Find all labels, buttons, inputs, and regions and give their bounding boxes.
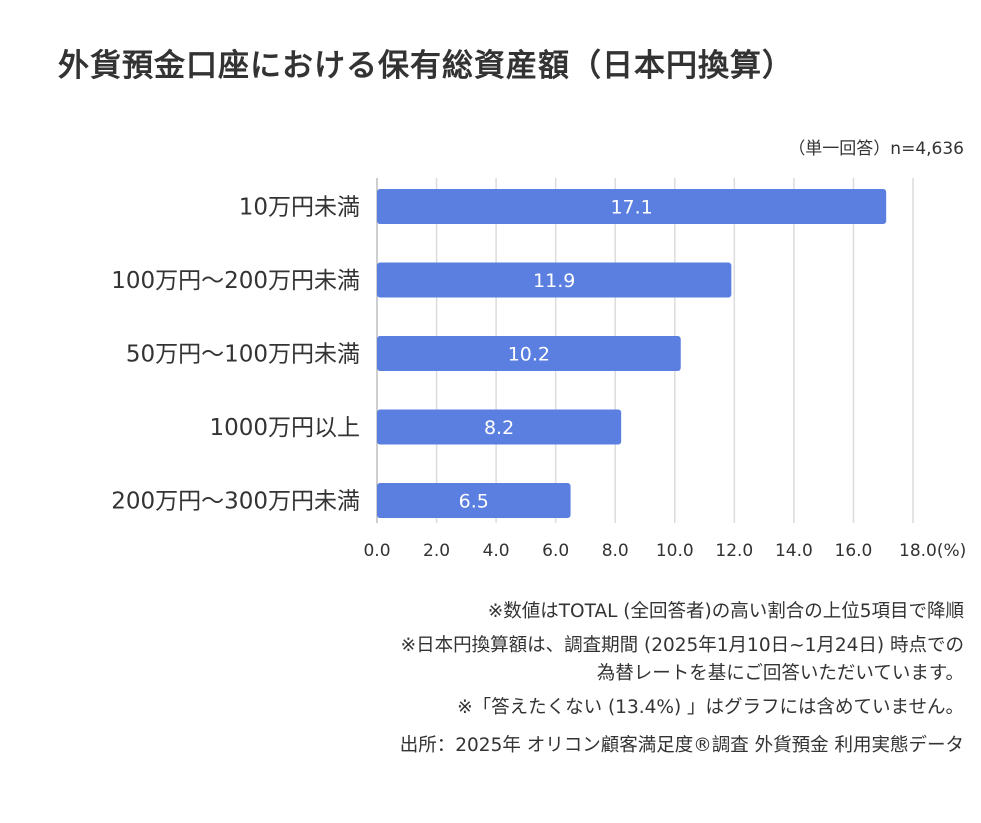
bar-chart: 17.1 11.9 10.2 8.2 6.5 10万円未満 100万円〜200万円未満 50… xyxy=(111,178,966,561)
sample-note: （単一回答）n=4,636 xyxy=(788,139,964,159)
bar xyxy=(377,409,622,445)
note-line-2: ※日本円換算額は、調査期間 (2025年1月10日~1月24日) 時点での xyxy=(400,635,964,656)
x-tick-label: 18.0(%) xyxy=(899,541,966,561)
bar xyxy=(377,336,681,371)
note-line-1: ※数値はTOTAL (全回答者)の高い割合の上位5項目で降順 xyxy=(487,601,964,622)
source-note: 出所：2025年 オリコン顧客満足度®調査 外貨預金 利用実態データ xyxy=(399,735,964,756)
value-label: 11.9 xyxy=(533,270,575,292)
bar xyxy=(377,483,571,518)
x-tick-label: 2.0 xyxy=(423,541,450,561)
x-tick-label: 16.0 xyxy=(835,541,873,561)
category-label: 50万円〜100万円未満 xyxy=(126,342,360,368)
value-label: 10.2 xyxy=(508,344,550,366)
x-tick-label: 10.0 xyxy=(656,541,694,561)
x-tick-label: 0.0 xyxy=(363,541,390,561)
value-label: 17.1 xyxy=(610,197,652,219)
footnotes: ※数値はTOTAL (全回答者)の高い割合の上位5項目で降順 ※日本円換算額は、… xyxy=(400,598,964,760)
note-line-4: ※「答えたくない (13.4%) 」はグラフには含めていません。 xyxy=(457,697,964,718)
category-labels: 10万円未満 100万円〜200万円未満 50万円〜100万円未満 1000万円以上 2… xyxy=(111,195,360,515)
x-axis-ticks: 0.0 2.0 4.0 6.0 8.0 10.0 12.0 14.0 16.0 18.0(%) xyxy=(363,541,966,561)
x-tick-label: 14.0 xyxy=(775,541,813,561)
x-tick-label: 8.0 xyxy=(602,541,629,561)
bars: 17.1 11.9 10.2 8.2 6.5 xyxy=(377,189,887,518)
x-tick-label: 4.0 xyxy=(483,541,510,561)
category-label: 10万円未満 xyxy=(239,195,360,221)
value-label: 6.5 xyxy=(459,491,489,513)
note-line-3: 為替レートを基にご回答いただいています。 xyxy=(596,663,964,684)
category-label: 1000万円以上 xyxy=(209,415,360,441)
category-label: 100万円〜200万円未満 xyxy=(111,268,360,294)
category-label: 200万円〜300万円未満 xyxy=(111,489,360,515)
chart-title: 外貨預金口座における保有総資産額（日本円換算） xyxy=(58,48,794,84)
bar xyxy=(377,262,732,298)
x-tick-label: 12.0 xyxy=(715,541,753,561)
value-label: 8.2 xyxy=(484,417,514,439)
x-tick-label: 6.0 xyxy=(542,541,569,561)
bar xyxy=(377,189,887,224)
